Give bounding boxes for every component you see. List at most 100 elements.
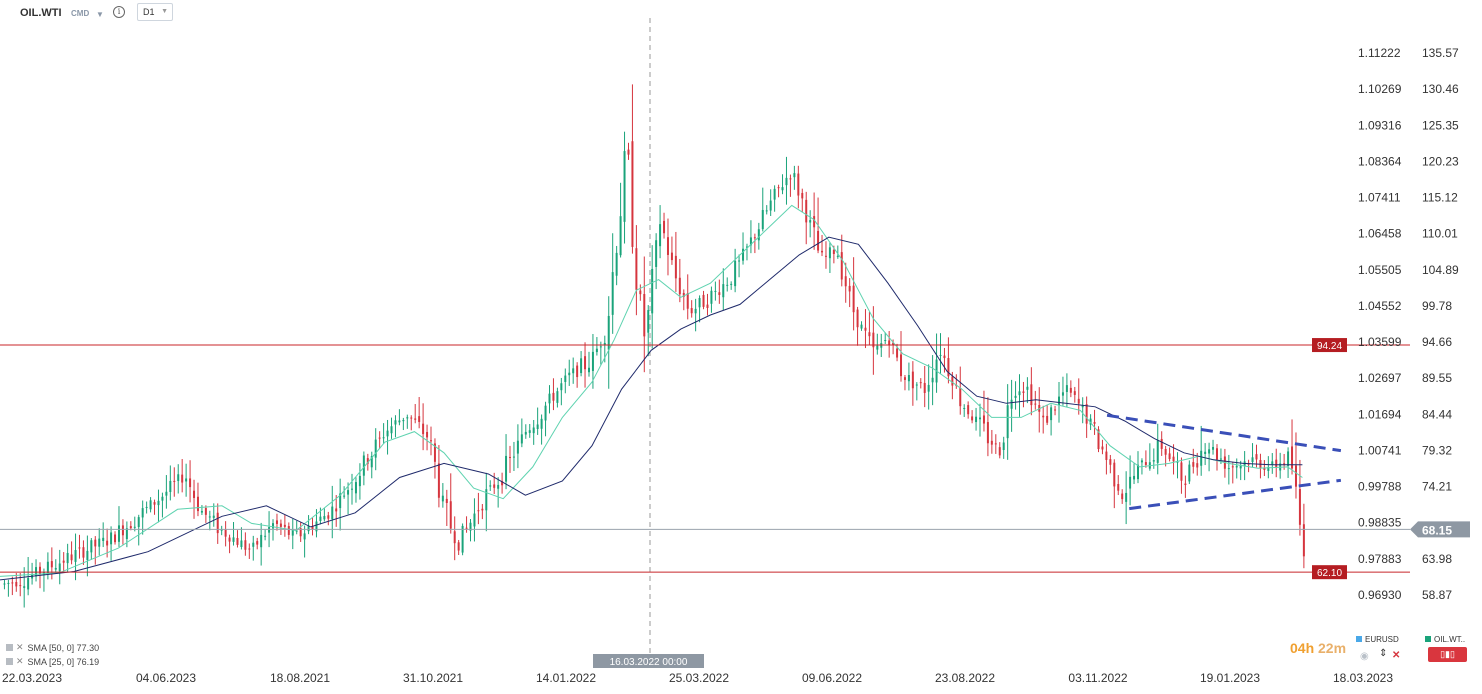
candle: [564, 368, 567, 394]
settings-icon[interactable]: [6, 644, 13, 651]
candle: [437, 445, 440, 508]
y-left-tick-label: 0.99788: [1358, 480, 1402, 494]
trendline-lower[interactable]: [1129, 478, 1342, 511]
candle: [453, 516, 456, 561]
candle: [465, 516, 468, 533]
candle-body: [706, 304, 709, 308]
candle-body: [390, 426, 393, 434]
candle-body: [354, 482, 357, 494]
candle: [540, 414, 543, 445]
candle-body: [927, 384, 930, 392]
candle-body: [651, 268, 654, 314]
candle: [568, 359, 571, 386]
candle-body: [437, 463, 440, 498]
candle-type-button[interactable]: ▯▮▯: [1428, 647, 1467, 662]
candle: [943, 347, 946, 373]
candle: [975, 407, 978, 431]
candle: [714, 281, 717, 301]
candle: [797, 165, 800, 209]
candle-body: [319, 516, 322, 521]
candle: [1259, 453, 1262, 479]
legend-eurusd[interactable]: EURUSD: [1356, 635, 1399, 644]
x-tick-label: 19.01.2023: [1200, 671, 1260, 685]
candle-body: [311, 526, 314, 530]
candle: [433, 438, 436, 479]
candle-body: [584, 356, 587, 370]
candle: [821, 234, 824, 257]
candle: [1113, 459, 1116, 509]
candle: [351, 473, 354, 505]
candle: [824, 241, 827, 269]
indicator-sma50[interactable]: ✕ SMA [50, 0] 77.30: [6, 642, 99, 653]
candle: [856, 306, 859, 346]
candle: [682, 289, 685, 311]
candle: [710, 286, 713, 313]
candle-body: [852, 285, 855, 313]
candle: [378, 431, 381, 449]
candle-body: [698, 298, 701, 308]
candle: [173, 467, 176, 497]
candle-body: [591, 351, 594, 371]
candle-body: [252, 542, 255, 547]
candle: [1291, 419, 1294, 475]
settings-icon[interactable]: [6, 658, 13, 665]
chevron-down-icon[interactable]: ▼: [96, 10, 104, 19]
close-icon[interactable]: ✕: [16, 656, 24, 666]
candle-body: [19, 585, 22, 587]
indicator-sma25[interactable]: ✕ SMA [25, 0] 76.19: [6, 656, 99, 667]
y-left-tick-label: 1.03599: [1358, 335, 1402, 349]
candle: [631, 84, 634, 254]
y-right-tick-label: 63.98: [1422, 552, 1452, 566]
candle-body: [196, 496, 199, 512]
legend-oil[interactable]: OIL.WT..: [1425, 635, 1465, 644]
candle: [23, 567, 26, 608]
indicator-sma25-label: SMA [25, 0] 76.19: [27, 656, 100, 667]
candle-body: [1018, 391, 1021, 396]
candle: [1160, 431, 1163, 456]
candle-body: [1204, 451, 1207, 454]
info-icon[interactable]: i: [113, 6, 125, 18]
candle-body: [1188, 464, 1191, 482]
candle: [1006, 384, 1009, 460]
current-price-badge: [1410, 521, 1470, 538]
candle-body: [572, 368, 575, 374]
candle: [189, 460, 192, 503]
candle-body: [335, 508, 338, 512]
candle: [402, 417, 405, 431]
candle-body: [433, 443, 436, 462]
candle: [1208, 442, 1211, 472]
candle: [228, 534, 231, 554]
candle-body: [457, 542, 460, 551]
candle-body: [481, 508, 484, 511]
candle: [224, 521, 227, 547]
candle-body: [931, 377, 934, 383]
symbol-title[interactable]: OIL.WTI: [20, 7, 62, 19]
candle-body: [552, 392, 555, 401]
candle: [358, 463, 361, 500]
candle-body: [903, 377, 906, 380]
y-left-tick-label: 0.96930: [1358, 588, 1402, 602]
timeframe-select[interactable]: D1 ▼: [137, 3, 173, 21]
candle: [362, 451, 365, 486]
candle: [785, 156, 788, 205]
candle-body: [560, 383, 563, 391]
candle-body: [1010, 399, 1013, 409]
close-icon[interactable]: ✕: [16, 642, 24, 652]
close-icon[interactable]: ✕: [1392, 650, 1401, 661]
candle: [587, 351, 590, 377]
candle: [528, 424, 531, 438]
x-tick-label: 09.06.2022: [802, 671, 862, 685]
candle-body: [663, 220, 666, 234]
candle: [1081, 397, 1084, 424]
candle-body: [655, 240, 658, 267]
sort-icon[interactable]: ⇕: [1379, 648, 1388, 659]
candle: [441, 483, 444, 508]
candle-body: [1208, 449, 1211, 454]
candle-body: [208, 516, 211, 518]
eye-icon[interactable]: ◉: [1360, 651, 1369, 662]
candle: [753, 233, 756, 254]
trendline-upper[interactable]: [1106, 413, 1342, 453]
candle-body: [623, 151, 626, 222]
candle: [722, 268, 725, 311]
